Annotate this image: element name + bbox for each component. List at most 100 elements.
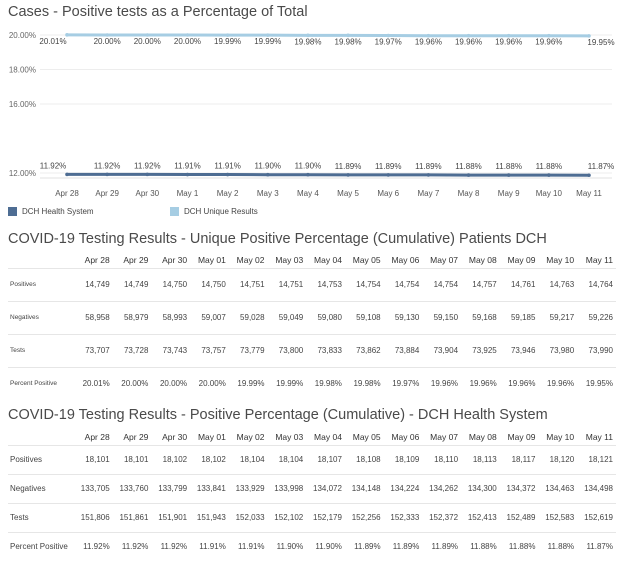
y-tick-label: 16.00% — [9, 100, 36, 109]
table-cell: 14,763 — [538, 267, 578, 301]
table-cell: 19.99% — [267, 366, 307, 400]
table-cell: 59,108 — [344, 300, 384, 334]
x-tick-label: Apr 30 — [136, 189, 160, 198]
table-cell: 14,751 — [267, 267, 307, 301]
column-header: May 09 — [507, 432, 536, 443]
data-point — [587, 173, 591, 178]
data-point — [547, 173, 551, 177]
table-cell: 11.92% — [112, 531, 152, 561]
x-tick-label: May 2 — [217, 189, 239, 198]
column-header: May 05 — [352, 432, 381, 443]
data-point — [65, 172, 69, 177]
table-cell: 11.92% — [151, 531, 191, 561]
table-cell: 73,779 — [228, 333, 268, 367]
data-label: 19.99% — [254, 37, 281, 46]
table-cell: 133,841 — [190, 473, 229, 503]
legend-label-health: DCH Health System — [22, 207, 94, 216]
data-point — [306, 172, 310, 177]
data-label: 11.92% — [134, 161, 161, 170]
data-label: 11.89% — [375, 162, 402, 171]
table-row: Positives 14,749 14,749 14,750 14,750 14,751 1… — [8, 267, 616, 301]
table-cell: 18,113 — [461, 444, 500, 474]
legend-item-dch-health-system[interactable]: DCH Health System — [8, 207, 94, 216]
table-cell: 134,148 — [344, 473, 384, 503]
legend-swatch-unique — [170, 207, 179, 216]
table-cell: 11.90% — [267, 531, 307, 561]
table-cell: 58,979 — [112, 300, 152, 334]
table-cell: 152,333 — [383, 502, 423, 532]
data-label: 11.88% — [455, 162, 482, 171]
column-header: May 07 — [430, 255, 459, 266]
table-cell: 11.89% — [344, 531, 384, 561]
table-cell: 152,179 — [306, 502, 345, 532]
table-row: Negatives 133,705 133,760 133,799 133,841 133… — [8, 473, 616, 503]
table-cell: 11.88% — [538, 531, 578, 561]
legend-label-unique: DCH Unique Results — [184, 207, 258, 216]
table-cell: 152,413 — [461, 502, 500, 532]
table-cell: 14,749 — [74, 267, 113, 301]
table-cell: 73,946 — [499, 333, 539, 367]
data-point — [265, 33, 270, 37]
table-cell: 152,489 — [499, 502, 539, 532]
table-cell: 19.99% — [228, 366, 268, 400]
data-point — [506, 33, 511, 38]
table-cell: 11.90% — [306, 531, 345, 561]
table-cell: 59,007 — [190, 300, 229, 334]
table-cell: 18,117 — [499, 444, 539, 474]
table1-header-row: Apr 28 Apr 29 Apr 30 May 01 May 02 May 03 May … — [8, 253, 616, 268]
table-cell: 11.91% — [190, 531, 229, 561]
column-header: Apr 30 — [162, 432, 188, 443]
column-header: Apr 28 — [84, 255, 110, 266]
table-cell: 133,760 — [112, 473, 152, 503]
table-cell: 59,217 — [538, 300, 578, 334]
table-cell: 19.96% — [461, 366, 500, 400]
y-tick-label: 20.00% — [9, 31, 36, 40]
table-cell: 18,109 — [383, 444, 423, 474]
legend-item-dch-unique-results[interactable]: DCH Unique Results — [170, 207, 258, 216]
x-tick-label: Apr 29 — [95, 189, 119, 198]
table-cell: 73,757 — [190, 333, 229, 367]
table-cell: 59,130 — [383, 300, 423, 334]
data-point — [225, 33, 230, 37]
data-label: 19.98% — [335, 37, 362, 46]
data-label: 19.96% — [455, 38, 482, 47]
data-point — [145, 33, 150, 37]
table-row: Percent Positive 11.92% 11.92% 11.92% 11.91%… — [8, 531, 616, 561]
table-cell: 19.96% — [422, 366, 462, 400]
data-label: 19.98% — [294, 37, 321, 46]
table-cell: 20.00% — [112, 366, 152, 400]
data-label: 11.91% — [214, 162, 241, 171]
chart-title: Cases - Positive tests as a Percentage o… — [8, 4, 308, 20]
column-header: May 10 — [546, 255, 575, 266]
table-cell: 11.88% — [499, 531, 539, 561]
table1-title: COVID-19 Testing Results - Unique Positi… — [8, 231, 547, 247]
row-label: Percent Positive — [8, 366, 74, 400]
x-tick-label: May 3 — [257, 189, 279, 198]
table-cell: 73,800 — [267, 333, 307, 367]
column-header: May 03 — [275, 432, 304, 443]
column-header: May 01 — [197, 255, 226, 266]
column-header: May 08 — [468, 255, 497, 266]
table-cell: 14,751 — [228, 267, 268, 301]
column-header: May 09 — [507, 255, 536, 266]
table-cell: 73,707 — [74, 333, 113, 367]
health-system-table: Apr 28 Apr 29 Apr 30 May 01 May 02 May 03 May … — [8, 430, 616, 561]
row-label: Negatives — [8, 473, 74, 503]
table-cell: 73,990 — [577, 333, 616, 367]
table-cell: 73,743 — [151, 333, 191, 367]
table-cell: 152,583 — [538, 502, 578, 532]
data-label: 11.87% — [588, 162, 615, 171]
table-cell: 19.98% — [306, 366, 345, 400]
table-cell: 11.87% — [577, 531, 616, 561]
data-label: 11.89% — [415, 162, 442, 171]
data-label: 19.96% — [495, 38, 522, 47]
data-label: 11.91% — [174, 162, 201, 171]
table-cell: 11.89% — [422, 531, 462, 561]
table-row: Negatives 58,958 58,979 58,993 59,007 59,028 5… — [8, 300, 616, 334]
data-label: 20.00% — [174, 37, 201, 46]
table-cell: 18,120 — [538, 444, 578, 474]
table-cell: 151,806 — [74, 502, 113, 532]
data-label: 11.90% — [295, 162, 322, 171]
table-cell: 134,072 — [306, 473, 345, 503]
table-cell: 18,121 — [577, 444, 616, 474]
